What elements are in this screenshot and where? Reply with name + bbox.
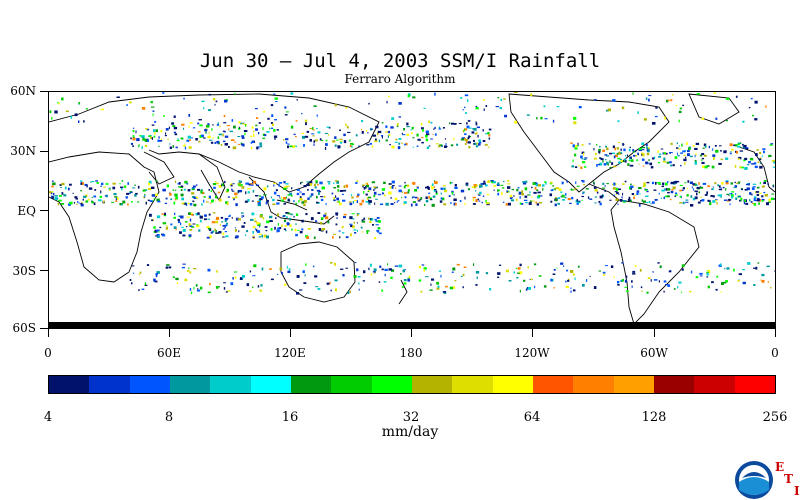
lat-label-eq: EQ <box>17 204 36 218</box>
colorbar-cell-4 <box>210 376 251 393</box>
lon-label-180: 180 <box>399 346 423 360</box>
colorbar-cell-12 <box>532 376 574 393</box>
lon-label-0-east: 0 <box>771 346 779 360</box>
lat-label-60n: 60N <box>10 84 36 98</box>
colorbar-cell-11 <box>492 376 533 393</box>
colorbar-cell-17 <box>734 376 775 393</box>
lat-label-60s: 60S <box>12 321 37 335</box>
colorbar-label-256: 256 <box>762 410 788 425</box>
lon-label-0: 0 <box>44 346 52 360</box>
colorbar-cell-7 <box>331 376 372 393</box>
colorbar-cell-15 <box>653 376 695 393</box>
lon-label-60w: 60W <box>640 346 668 360</box>
colorbar-cell-1 <box>89 376 130 393</box>
colorbar-units: mm/day <box>381 424 439 440</box>
colorbar-cell-16 <box>694 376 735 393</box>
colorbar-cell-3 <box>169 376 211 393</box>
colorbar-label-8: 8 <box>164 410 174 425</box>
lat-label-30s: 30S <box>12 264 37 278</box>
rainfall-map <box>48 91 776 329</box>
logo-letter-t: T <box>784 472 793 486</box>
lon-label-60e: 60E <box>156 346 182 360</box>
logo-letter-i: I <box>794 484 800 498</box>
colorbar-cell-2 <box>129 376 170 393</box>
colorbar-label-64: 64 <box>523 410 541 425</box>
logo-letter-e: E <box>775 460 785 474</box>
colorbar-cell-0 <box>49 376 90 393</box>
map-canvas <box>49 92 775 328</box>
colorbar-cell-10 <box>452 376 493 393</box>
colorbar-label-32: 32 <box>402 410 420 425</box>
map-subtitle: Ferraro Algorithm <box>344 72 456 86</box>
colorbar-cell-14 <box>613 376 654 393</box>
lat-label-30n: 30N <box>10 144 36 158</box>
map-title: Jun 30 – Jul 4, 2003 SSM/I Rainfall <box>199 50 601 72</box>
lon-label-120w: 120W <box>514 346 550 360</box>
colorbar-cell-8 <box>371 376 412 393</box>
colorbar <box>48 375 776 394</box>
colorbar-cell-13 <box>573 376 614 393</box>
rainfall-pixels <box>49 92 775 295</box>
colorbar-label-16: 16 <box>281 410 299 425</box>
noaa-logo-icon <box>735 461 773 499</box>
lon-label-120e: 120E <box>274 346 306 360</box>
colorbar-cell-6 <box>290 376 332 393</box>
colorbar-label-4: 4 <box>43 410 53 425</box>
colorbar-cell-5 <box>250 376 291 393</box>
colorbar-label-128: 128 <box>641 410 667 425</box>
colorbar-cell-9 <box>411 376 453 393</box>
antarctica <box>49 322 775 328</box>
